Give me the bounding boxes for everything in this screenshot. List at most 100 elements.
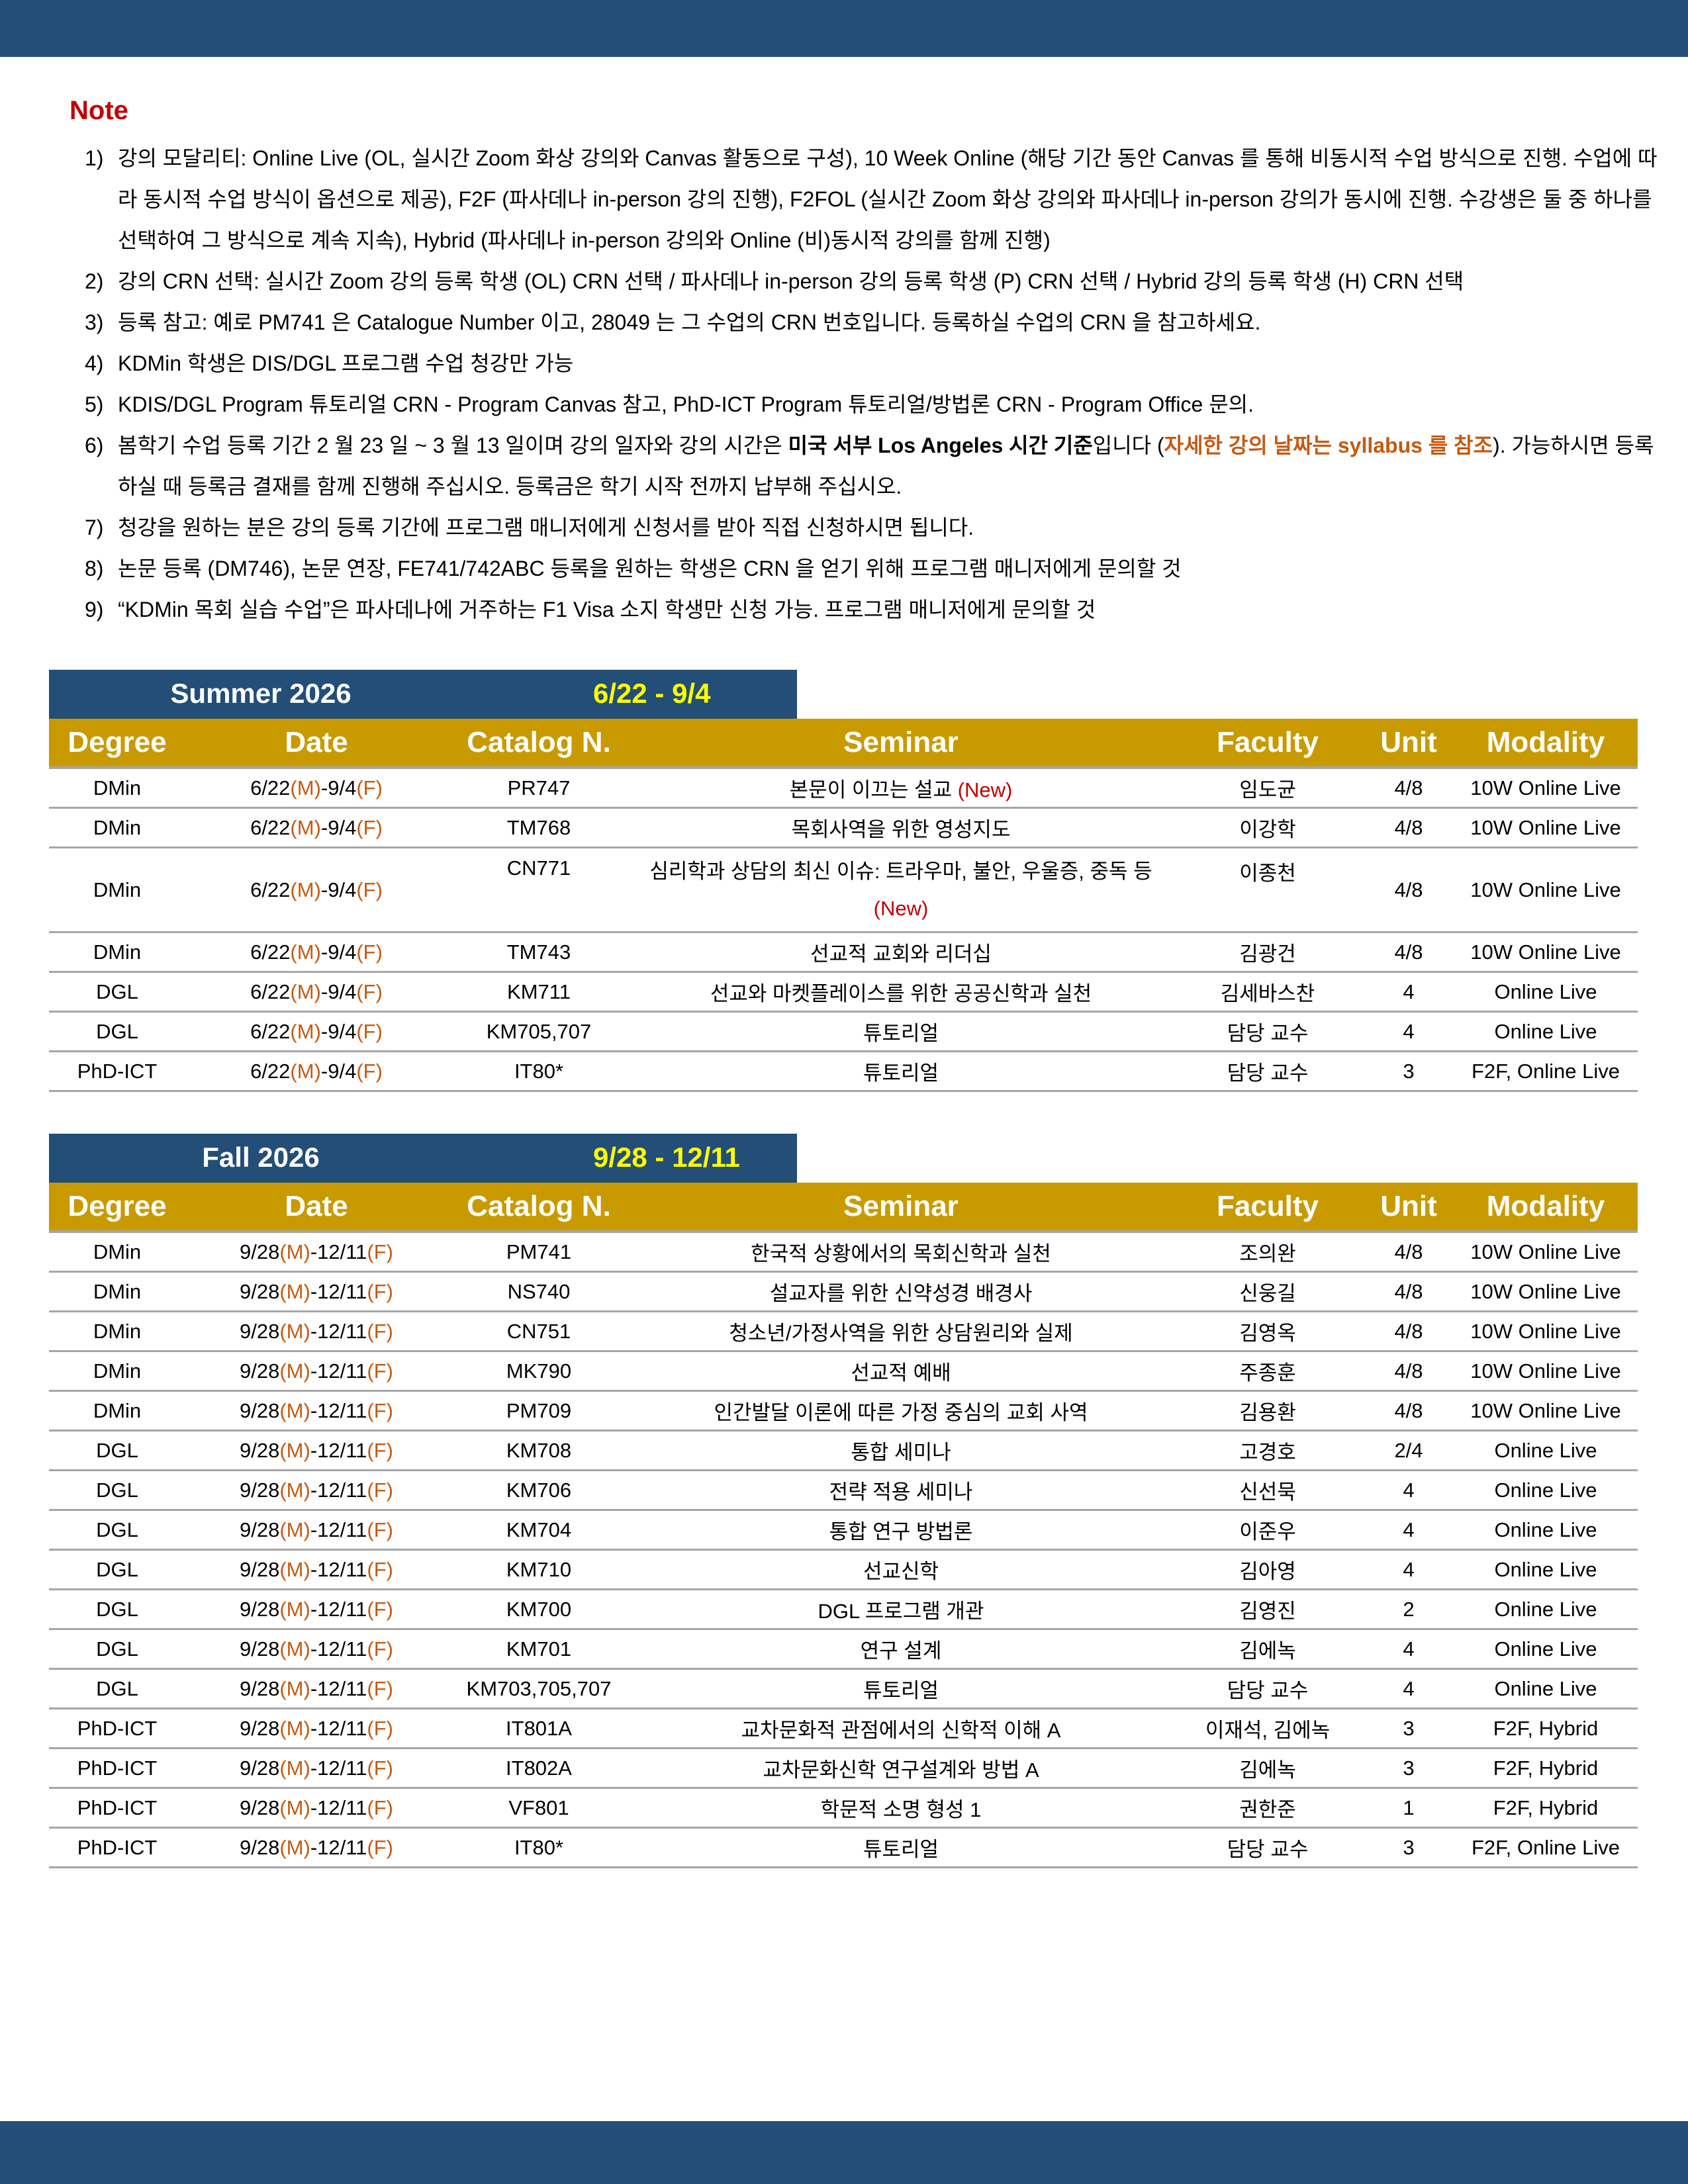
note-text: KDIS/DGL Program 튜토리얼 CRN - Program Canv…	[118, 384, 1667, 425]
table-row: PhD-ICT 9/28(M)-12/11(F) IT802A 교차문화신학 연구설계…	[49, 1748, 1638, 1789]
cell-date: 9/28(M)-12/11(F)	[185, 1271, 447, 1312]
date-end: -12/11	[310, 1279, 367, 1303]
table-row: DMin 6/22(M)-9/4(F) TM768 목회사역을 위한 영성지도 이강학 4…	[49, 807, 1638, 848]
seminar-title: 튜토리얼	[863, 1062, 939, 1085]
cell-catalog: IT80*	[447, 1051, 630, 1092]
cell-modality: 10W Online Live	[1454, 1271, 1638, 1312]
cell-unit: 4/8	[1364, 1232, 1454, 1273]
note-segment: ). 가능하시면 등록하실 때 등록금 결재를 함께 진행해 주십시오. 등록금…	[118, 433, 1654, 498]
start-weekday: (M)	[279, 1478, 310, 1502]
cell-seminar: 통합 세미나	[630, 1430, 1172, 1471]
end-weekday: (F)	[367, 1637, 394, 1661]
cell-modality: Online Live	[1454, 1589, 1638, 1630]
cell-modality: 10W Online Live	[1454, 768, 1638, 809]
cell-faculty: 김광건	[1172, 932, 1364, 973]
end-weekday: (F)	[367, 1796, 394, 1819]
end-weekday: (F)	[367, 1835, 394, 1859]
note-item: 9) “KDMin 목회 실습 수업”은 파사데나에 거주하는 F1 Visa 소…	[85, 589, 1667, 630]
cell-modality: F2F, Online Live	[1454, 1051, 1638, 1092]
date-end: -9/4	[320, 1059, 357, 1083]
course-table: Degree Date Catalog N. Seminar Faculty Unit Mo…	[49, 1183, 1638, 1868]
date-end: -9/4	[320, 1019, 357, 1043]
table-header-row: Degree Date Catalog N. Seminar Faculty Unit Mo…	[49, 719, 1638, 769]
table-row: PhD-ICT 6/22(M)-9/4(F) IT80* 튜토리얼 담당 교수 3 F2F,…	[49, 1051, 1638, 1092]
note-text: 강의 모달리티: Online Live (OL, 실시간 Zoom 화상 강의…	[118, 138, 1667, 261]
cell-degree: DGL	[49, 1589, 185, 1630]
cell-seminar: 청소년/가정사역을 위한 상담원리와 실제	[630, 1311, 1172, 1352]
cell-degree: DMin	[49, 1351, 185, 1392]
date-end: -9/4	[320, 878, 357, 901]
cell-modality: F2F, Online Live	[1454, 1827, 1638, 1868]
cell-date: 9/28(M)-12/11(F)	[185, 1510, 447, 1551]
cell-catalog: PM709	[447, 1390, 630, 1432]
term-header-band: Fall 2026 9/28 - 12/11	[49, 1134, 797, 1183]
cell-faculty: 이재석, 김에녹	[1172, 1708, 1364, 1749]
seminar-title: 튜토리얼	[863, 1838, 939, 1861]
seminar-title: 튜토리얼	[863, 1679, 939, 1702]
date-end: -12/11	[310, 1557, 367, 1581]
cell-seminar: 튜토리얼	[630, 1051, 1172, 1092]
date-start: 9/28	[239, 1359, 280, 1383]
cell-seminar: 설교자를 위한 신약성경 배경사	[630, 1271, 1172, 1312]
end-weekday: (F)	[367, 1438, 394, 1462]
seminar-title: 통합 세미나	[851, 1441, 951, 1464]
cell-date: 9/28(M)-12/11(F)	[185, 1430, 447, 1471]
cell-degree: PhD-ICT	[49, 1827, 185, 1868]
seminar-title: 청소년/가정사역을 위한 상담원리와 실제	[729, 1322, 1073, 1345]
end-weekday: (F)	[367, 1518, 394, 1541]
cell-seminar: 본문이 이끄는 설교 (New)	[630, 768, 1172, 809]
cell-catalog: MK790	[447, 1351, 630, 1392]
cell-degree: DGL	[49, 1510, 185, 1551]
seminar-title: 본문이 이끄는 설교	[789, 778, 953, 801]
cell-faculty: 신웅길	[1172, 1271, 1364, 1312]
cell-faculty: 김아영	[1172, 1549, 1364, 1590]
cell-unit: 4	[1364, 1549, 1454, 1590]
column-header-modality: Modality	[1454, 1183, 1638, 1233]
date-start: 9/28	[239, 1716, 280, 1740]
column-header-catalog: Catalog N.	[447, 1183, 630, 1233]
cell-seminar: DGL 프로그램 개관	[630, 1589, 1172, 1630]
date-end: -9/4	[320, 940, 357, 964]
cell-modality: Online Live	[1454, 1430, 1638, 1471]
cell-degree: PhD-ICT	[49, 1051, 185, 1092]
column-header-seminar: Seminar	[630, 719, 1172, 769]
note-segment: 입니다 (	[1092, 433, 1164, 457]
start-weekday: (M)	[279, 1438, 310, 1462]
start-weekday: (M)	[279, 1279, 310, 1303]
cell-unit: 3	[1364, 1708, 1454, 1749]
cell-modality: 10W Online Live	[1454, 847, 1638, 933]
table-row: DGL 9/28(M)-12/11(F) KM710 선교신학 김아영 4 Online L…	[49, 1549, 1638, 1590]
cell-faculty: 주종훈	[1172, 1351, 1364, 1392]
cell-faculty: 김영옥	[1172, 1311, 1364, 1352]
table-row: DGL 6/22(M)-9/4(F) KM711 선교와 마켓플레이스를 위한 공공신…	[49, 972, 1638, 1013]
date-start: 9/28	[239, 1279, 280, 1303]
start-weekday: (M)	[290, 979, 321, 1003]
note-number: 1)	[85, 146, 104, 170]
cell-catalog: TM768	[447, 807, 630, 848]
cell-seminar: 튜토리얼	[630, 1011, 1172, 1052]
cell-faculty: 이종천	[1172, 847, 1364, 933]
seminar-title: 연구 설계	[860, 1639, 942, 1662]
note-number: 6)	[85, 433, 104, 457]
date-start: 9/28	[239, 1319, 280, 1343]
cell-faculty: 담당 교수	[1172, 1051, 1364, 1092]
cell-unit: 4/8	[1364, 1271, 1454, 1312]
cell-unit: 3	[1364, 1748, 1454, 1789]
table-row: DMin 9/28(M)-12/11(F) PM741 한국적 상황에서의 목회신학과…	[49, 1232, 1638, 1273]
cell-unit: 4	[1364, 1011, 1454, 1052]
cell-degree: DMin	[49, 807, 185, 848]
table-row: DGL 9/28(M)-12/11(F) KM704 통합 연구 방법론 이준우 4 Onl…	[49, 1510, 1638, 1551]
date-start: 9/28	[239, 1756, 280, 1780]
end-weekday: (F)	[367, 1319, 394, 1343]
cell-degree: DMin	[49, 847, 185, 933]
cell-date: 9/28(M)-12/11(F)	[185, 1668, 447, 1709]
date-end: -12/11	[310, 1597, 367, 1621]
cell-date: 6/22(M)-9/4(F)	[185, 1011, 447, 1052]
cell-catalog: IT80*	[447, 1827, 630, 1868]
cell-seminar: 튜토리얼	[630, 1668, 1172, 1709]
start-weekday: (M)	[279, 1319, 310, 1343]
course-table: Degree Date Catalog N. Seminar Faculty Unit Mo…	[49, 719, 1638, 1092]
date-end: -12/11	[310, 1398, 367, 1422]
note-segment: “KDMin 목회 실습 수업”은 파사데나에 거주하는 F1 Visa 소지 …	[118, 598, 1096, 621]
cell-degree: PhD-ICT	[49, 1748, 185, 1789]
